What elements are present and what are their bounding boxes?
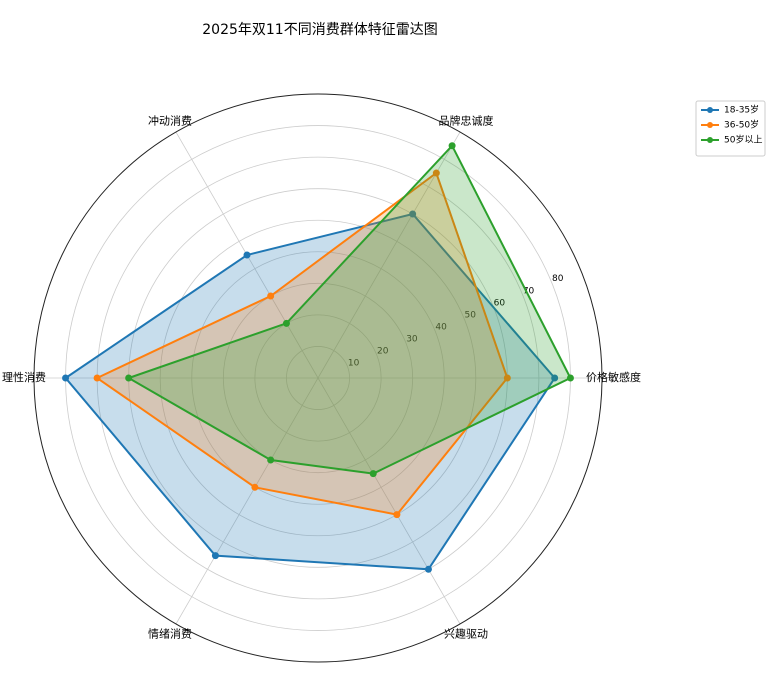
r-tick-label: 40 (435, 323, 447, 333)
point (282, 319, 290, 327)
r-tick-label: 50 (465, 310, 477, 320)
category-label: 兴趣驱动 (444, 626, 488, 640)
point (211, 552, 219, 560)
point (267, 292, 275, 300)
chart-title: 2025年双11不同消费群体特征雷达图 (202, 22, 437, 38)
point (448, 142, 456, 150)
point (566, 374, 574, 382)
point (424, 565, 432, 573)
point (432, 169, 440, 177)
category-label: 冲动消费 (148, 114, 192, 128)
point (551, 374, 559, 382)
series-area (97, 173, 508, 515)
legend: 18-35岁 36-50岁 50岁以上 (695, 100, 766, 157)
legend-marker (707, 107, 713, 113)
spoke (317, 377, 461, 625)
legend-marker (707, 137, 713, 143)
point (251, 483, 259, 491)
legend-marker (707, 122, 713, 128)
category-label: 理性消费 (2, 370, 46, 384)
point (243, 251, 251, 259)
legend-label: 50岁以上 (724, 134, 762, 146)
r-tick-label: 80 (552, 274, 564, 284)
point (267, 456, 275, 464)
legend-frame (695, 100, 766, 157)
point (125, 374, 133, 382)
category-label: 情绪消费 (148, 626, 192, 640)
r-tick-label: 70 (523, 286, 535, 296)
spoke (175, 377, 319, 625)
series-area (65, 214, 555, 570)
legend-label: 18-35岁 (724, 104, 759, 116)
point (409, 210, 417, 218)
legend-label: 36-50岁 (724, 119, 759, 131)
category-label: 品牌忠诚度 (439, 114, 494, 128)
point (369, 470, 377, 478)
point (62, 374, 70, 382)
point (393, 511, 401, 519)
category-label: 价格敏感度 (586, 370, 641, 384)
series-area (128, 145, 571, 474)
r-tick-label: 60 (494, 298, 506, 308)
point (93, 374, 101, 382)
r-tick-label: 30 (406, 335, 418, 345)
r-tick-label: 20 (377, 347, 389, 357)
outer-spine (33, 93, 603, 663)
point (503, 374, 511, 382)
r-tick-label: 10 (348, 359, 360, 369)
